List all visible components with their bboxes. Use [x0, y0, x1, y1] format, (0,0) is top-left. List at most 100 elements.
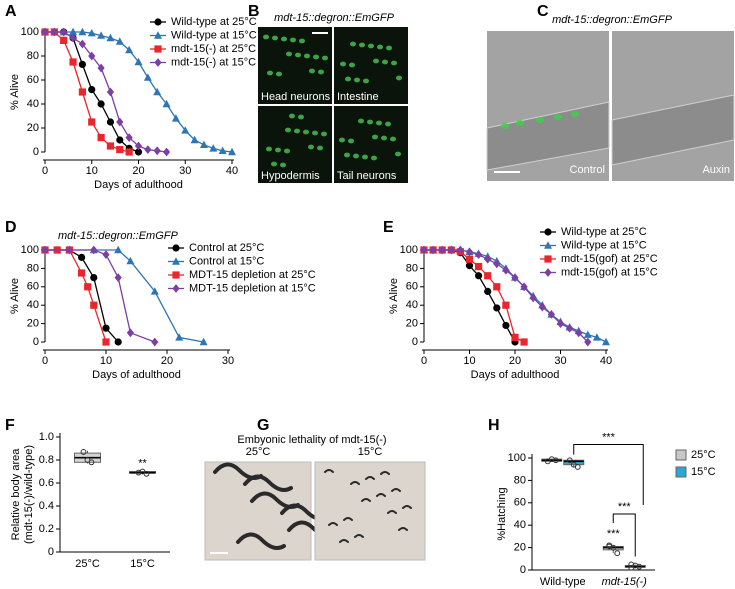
y-axis-label: % Alive [9, 278, 21, 314]
marker [60, 27, 68, 37]
legend-label: Control at 15°C [189, 255, 264, 267]
image-label: Hypodermis [261, 170, 320, 182]
y-tick-label: 80 [514, 474, 526, 486]
gfp-signal [373, 58, 379, 64]
marker [65, 245, 73, 255]
y-tick-label: 100 [508, 452, 526, 464]
gfp-signal [308, 144, 314, 150]
annotation: *** [618, 501, 632, 513]
point [636, 563, 643, 570]
worm [350, 481, 360, 485]
legend-label: Wild-type at 25°C [171, 16, 257, 28]
gfp-signal [354, 77, 360, 83]
worm [387, 510, 397, 514]
x-tick-label: 40 [226, 165, 238, 177]
worm [343, 517, 353, 521]
series-line [45, 249, 107, 343]
marker [602, 337, 610, 346]
marker [88, 86, 96, 94]
marker [114, 245, 123, 254]
annotation: *** [602, 432, 616, 444]
gfp-signal [368, 43, 374, 49]
marker [102, 250, 110, 259]
point [574, 464, 581, 470]
marker [114, 338, 122, 346]
gfp-signal [285, 127, 291, 133]
gfp-signal [294, 128, 300, 134]
y-tick-label: 40 [406, 299, 418, 311]
worm [365, 476, 375, 480]
marker [502, 321, 510, 330]
legend-marker [172, 244, 180, 252]
legend-label: 25°C [691, 449, 716, 461]
gfp-signal [386, 45, 392, 51]
marker [84, 283, 92, 291]
legend-marker [544, 268, 552, 277]
worm [324, 469, 334, 473]
worm [243, 474, 293, 492]
gfp-signal [317, 145, 323, 151]
point [632, 562, 639, 569]
y-tick-label: 20 [406, 318, 418, 330]
gfp-signal [359, 42, 365, 48]
legend-label: MDT-15 depletion at 25°C [189, 269, 316, 281]
marker [150, 287, 159, 295]
panel-title: Embyonic lethality of mdt-15(-) [237, 434, 386, 446]
gfp-signal [363, 78, 369, 84]
legend-marker [154, 58, 162, 67]
marker [171, 114, 180, 122]
gfp-signal [271, 161, 277, 167]
marker [529, 293, 537, 303]
marker [493, 304, 501, 312]
gfp-signal [371, 155, 377, 161]
gfp-signal [263, 34, 269, 40]
y-tick-label: 1.0 [39, 431, 54, 443]
marker [484, 272, 492, 280]
marker [102, 324, 110, 332]
micrograph [334, 27, 408, 104]
marker [547, 310, 555, 319]
marker [475, 250, 483, 259]
marker [162, 147, 171, 157]
y-tick-label: 60 [406, 281, 418, 293]
legend-label: 15°C [691, 466, 716, 478]
y-tick-label: 40 [27, 299, 39, 311]
y-tick-label: 100 [21, 244, 39, 256]
x-tick-label: 25°C [75, 558, 100, 570]
x-tick-label: 10 [86, 165, 98, 177]
y-tick-label: 0 [33, 336, 39, 348]
marker [126, 256, 135, 265]
annotation: ** [138, 457, 147, 469]
marker [88, 51, 96, 61]
gfp-signal [345, 76, 351, 82]
marker [538, 302, 546, 312]
marker [125, 45, 134, 54]
marker [181, 126, 190, 134]
annotation: *** [607, 528, 621, 540]
x-tick-label: 20 [509, 355, 521, 367]
legend-label: Control at 25°C [189, 242, 264, 254]
panel-letter: B [248, 3, 260, 20]
legend-marker [544, 228, 552, 236]
legend-label: Wild-type at 15°C [561, 239, 647, 251]
marker [69, 58, 77, 66]
gfp-signal [304, 53, 310, 59]
image-label: Control [570, 164, 605, 176]
worm [398, 527, 408, 531]
legend-marker [172, 257, 180, 265]
x-tick-label: 15°C [130, 558, 155, 570]
gfp-signal [571, 111, 579, 117]
x-tick-label: 10 [100, 355, 112, 367]
y-tick-label: 60 [27, 74, 39, 86]
gfp-signal [309, 68, 315, 74]
point [548, 456, 555, 463]
x-tick-label: 0 [421, 355, 427, 367]
marker [125, 148, 133, 156]
gfp-signal [281, 36, 287, 42]
gfp-signal [390, 136, 396, 142]
series-line [424, 249, 525, 343]
marker [475, 272, 483, 280]
micrograph [334, 106, 408, 183]
